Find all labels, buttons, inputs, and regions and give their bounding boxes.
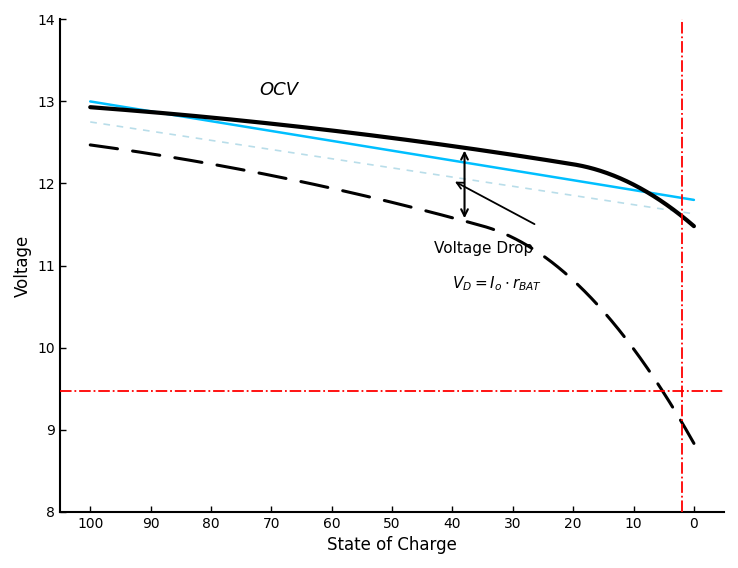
Text: Voltage Drop: Voltage Drop — [435, 241, 534, 256]
Y-axis label: Voltage: Voltage — [14, 235, 32, 296]
Text: $V_D =I_o \cdot r_{BAT}$: $V_D =I_o \cdot r_{BAT}$ — [452, 274, 542, 293]
Text: OCV: OCV — [259, 81, 298, 99]
X-axis label: State of Charge: State of Charge — [327, 536, 457, 554]
